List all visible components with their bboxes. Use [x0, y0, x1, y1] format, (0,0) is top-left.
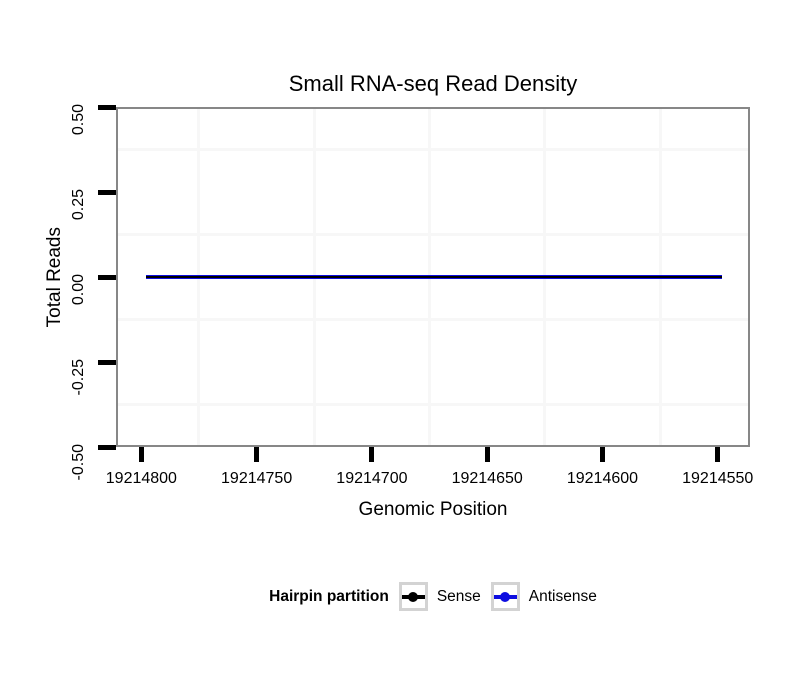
minor-gridline-horizontal: [116, 233, 750, 236]
x-tick: [254, 447, 260, 462]
x-tick-label: 19214800: [105, 470, 177, 487]
legend: Hairpin partition Sense Antisense: [116, 581, 750, 612]
x-tick-label: 19214750: [221, 470, 293, 487]
legend-title: Hairpin partition: [269, 587, 389, 605]
x-tick-label: 19214600: [566, 470, 639, 487]
legend-key: [490, 582, 520, 611]
minor-gridline-horizontal: [116, 318, 750, 321]
legend-item: Antisense: [490, 582, 597, 611]
x-tick: [715, 447, 721, 462]
y-tick: [98, 359, 116, 365]
y-tick-label: 0.50: [70, 104, 87, 136]
x-tick: [484, 447, 490, 462]
x-tick-label: 19214550: [682, 470, 754, 487]
y-tick-label: -0.25: [70, 359, 87, 396]
x-tick: [138, 447, 144, 462]
y-tick: [98, 274, 116, 280]
x-tick-label: 19214650: [451, 470, 523, 487]
x-tick-label: 19214700: [336, 470, 408, 487]
legend-label: Sense: [436, 587, 481, 605]
chart-title: Small RNA-seq Read Density: [288, 71, 578, 96]
y-axis-label-wrap: Total Reads: [42, 107, 68, 447]
x-tick: [369, 447, 375, 462]
y-axis-label: Total Reads: [44, 226, 65, 328]
legend-label: Antisense: [528, 587, 597, 605]
y-tick-label: -0.50: [70, 444, 87, 481]
y-tick-label: 0.25: [70, 189, 87, 221]
plot-panel: 19214800 19214750 19214700 19214650 19214600…: [70, 104, 753, 487]
legend-key-dot: [408, 591, 419, 602]
x-axis-label: Genomic Position: [358, 499, 508, 520]
minor-gridline-horizontal: [116, 148, 750, 151]
minor-gridline-horizontal: [116, 403, 750, 406]
y-tick-label: 0.00: [70, 274, 87, 306]
y-tick: [98, 444, 116, 450]
y-tick: [98, 189, 116, 195]
legend-key-dot: [500, 591, 511, 602]
y-tick: [98, 104, 116, 110]
x-tick: [599, 447, 605, 462]
legend-key: [398, 582, 428, 611]
series-line-sense: [145, 276, 723, 278]
legend-item: Sense: [398, 582, 481, 611]
